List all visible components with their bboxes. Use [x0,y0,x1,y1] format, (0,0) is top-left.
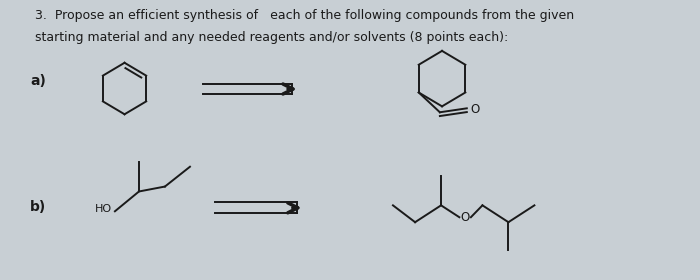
Text: starting material and any needed reagents and/or solvents (8 points each):: starting material and any needed reagent… [35,31,508,44]
Text: HO: HO [95,204,112,214]
Text: 3.  Propose an efficient synthesis of   each of the following compounds from the: 3. Propose an efficient synthesis of eac… [35,9,574,22]
Text: O: O [470,103,480,116]
Text: O: O [461,211,470,224]
Text: a): a) [30,74,46,88]
Text: b): b) [30,200,46,214]
